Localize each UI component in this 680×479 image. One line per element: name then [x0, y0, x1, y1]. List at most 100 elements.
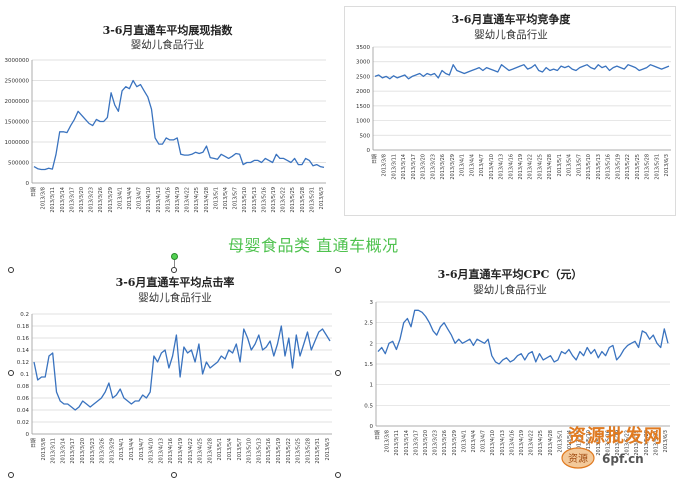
x-tick-label: 2013/3/20: [80, 438, 86, 464]
x-tick-label: 2013/4/19: [518, 154, 524, 180]
x-tick-label: 日期: [31, 187, 37, 197]
x-tick-label: 日期: [31, 438, 37, 448]
y-tick-label: 2000000: [5, 99, 30, 105]
y-tick-label: 1.5: [364, 362, 373, 368]
x-tick-label: 2013/4/7: [137, 187, 143, 209]
x-tick-label: 2013/3/26: [98, 187, 104, 213]
cpc-chart: 3-6月直通车平均CPC（元） 婴幼儿食品行业 0 0.5 1 1.5 2 2.5 3 日期 201…: [364, 267, 670, 456]
x-tick-label: 2013/5/31: [654, 154, 660, 180]
x-tick-label: 2013/3/14: [60, 438, 66, 464]
y-tick-label: 0: [26, 432, 30, 438]
x-tick-label: 2013/4/25: [194, 187, 200, 213]
x-tick-label: 2013/3/29: [452, 430, 458, 456]
y-tick-label: 0.06: [17, 396, 30, 402]
x-tick-label: 2013/3/17: [411, 154, 417, 180]
watermark-text: 资源批发网: [568, 426, 663, 447]
x-tick-label: 2013/5/28: [644, 430, 650, 456]
x-tick-label: 2013/4/4: [127, 187, 133, 209]
x-tick-label: 2013/4/28: [547, 154, 553, 180]
x-tick-label: 2013/5/22: [625, 430, 631, 456]
x-tick-label: 2013/4/22: [528, 154, 534, 180]
y-tick-label: 500000: [8, 161, 29, 167]
y-tick-label: 0.12: [17, 360, 29, 366]
x-tick-label: 2013/4/7: [481, 430, 487, 452]
x-tick-label: 2013/3/23: [430, 154, 436, 180]
y-tick-label: 500: [360, 133, 371, 139]
impressions-chart-panel: 3-6月直通车平均展现指数 婴幼儿食品行业 0 500000 1000000 150000…: [0, 0, 335, 215]
x-tick-label: 2013/5/10: [242, 187, 248, 213]
x-tick-label: 2013/5/16: [261, 187, 267, 213]
x-tick-label: 2013/3/8: [385, 430, 391, 452]
x-tick-label: 2013/4/7: [139, 438, 145, 460]
x-tick-label: 2013/5/13: [256, 438, 262, 464]
x-tick-label: 2013/5/28: [305, 438, 311, 464]
y-tick-label: 1000000: [5, 140, 30, 146]
y-tick-label: 3000000: [5, 58, 30, 64]
x-tick-label: 2013/4/16: [508, 154, 514, 180]
y-tick-label: 0.18: [17, 324, 30, 330]
x-tick-label: 2013/3/11: [394, 430, 400, 456]
x-tick-label: 2013/5/1: [557, 430, 563, 452]
x-tick-label: 2013/5/7: [577, 430, 583, 452]
x-tick-label: 2013/4/19: [175, 187, 181, 213]
x-tick-label: 2013/5/10: [247, 438, 253, 464]
rotate-handle[interactable]: [171, 253, 178, 260]
x-tick-label: 2013/4/1: [117, 187, 123, 209]
resize-handle-w[interactable]: [8, 370, 14, 376]
x-tick-label: 2013/5/7: [237, 438, 243, 460]
x-tick-label: 2013/3/17: [69, 187, 75, 213]
rotate-handle-stem: [174, 258, 175, 270]
x-tick-label: 2013/3/26: [442, 430, 448, 456]
x-tick-label: 2013/3/29: [108, 187, 114, 213]
y-tick-label: 0: [367, 148, 371, 154]
y-tick-label: 0.16: [17, 336, 30, 342]
resize-handle-ne[interactable]: [335, 267, 341, 273]
x-tick-label: 2013/5/22: [625, 154, 631, 180]
x-tick-label: 2013/3/20: [423, 430, 429, 456]
watermark: 资源批发网 资源 6pf.cn: [558, 420, 676, 476]
resize-handle-s[interactable]: [171, 472, 177, 478]
y-tick-label: 3000: [356, 60, 370, 66]
resize-handle-n[interactable]: [171, 267, 177, 273]
resize-handle-sw[interactable]: [8, 472, 14, 478]
x-tick-label: 2013/6/3: [325, 438, 331, 460]
y-tick-label: 2500: [356, 74, 370, 80]
y-tick-label: 0: [26, 181, 30, 187]
y-tick-label: 2500000: [5, 79, 30, 85]
x-tick-label: 2013/4/1: [461, 430, 467, 452]
resize-handle-se[interactable]: [335, 472, 341, 478]
resize-handle-nw[interactable]: [8, 267, 14, 273]
x-tick-label: 2013/5/10: [586, 154, 592, 180]
x-tick-label: 2013/5/19: [276, 438, 282, 464]
competition-chart-panel: 3-6月直通车平均竞争度 婴幼儿食品行业 0 500 1000 1500 2000 2500 3…: [344, 6, 676, 216]
y-tick-label: 1500000: [5, 120, 30, 126]
chart-subtitle: 婴幼儿食品行业: [473, 283, 547, 296]
ctr-chart-panel[interactable]: 3-6月直通车平均点击率 婴幼儿食品行业 0 0.02 0.04 0.06 0.08 0.1 0…: [10, 270, 340, 475]
x-tick-label: 2013/4/7: [479, 154, 485, 176]
x-tick-label: 2013/3/17: [413, 430, 419, 456]
x-tick-label: 2013/5/31: [309, 187, 315, 213]
chart-title: 3-6月直通车平均点击率: [116, 275, 235, 289]
series-line: [33, 79, 325, 171]
x-tick-label: 2013/4/19: [519, 430, 525, 456]
series-line: [377, 309, 669, 365]
x-tick-label: 2013/4/25: [537, 154, 543, 180]
resize-handle-e[interactable]: [335, 370, 341, 376]
x-tick-label: 2013/5/13: [596, 154, 602, 180]
x-tick-label: 2013/3/8: [382, 154, 388, 176]
y-tick-label: 3: [370, 300, 374, 306]
x-tick-label: 日期: [372, 154, 378, 164]
x-tick-label: 2013/4/4: [129, 438, 135, 460]
x-tick-label: 2013/3/29: [109, 438, 115, 464]
chart-subtitle: 婴幼儿食品行业: [131, 38, 205, 51]
series-line: [33, 325, 331, 411]
x-tick-label: 2013/5/4: [223, 187, 229, 209]
x-tick-label: 2013/5/16: [605, 430, 611, 456]
x-tick-label: 2013/4/25: [538, 430, 544, 456]
x-tick-label: 2013/4/28: [204, 187, 210, 213]
x-tick-label: 2013/5/1: [557, 154, 563, 176]
x-tick-label: 2013/5/25: [635, 154, 641, 180]
x-tick-label: 2013/6/3: [319, 187, 325, 209]
x-tick-label: 2013/4/28: [207, 438, 213, 464]
